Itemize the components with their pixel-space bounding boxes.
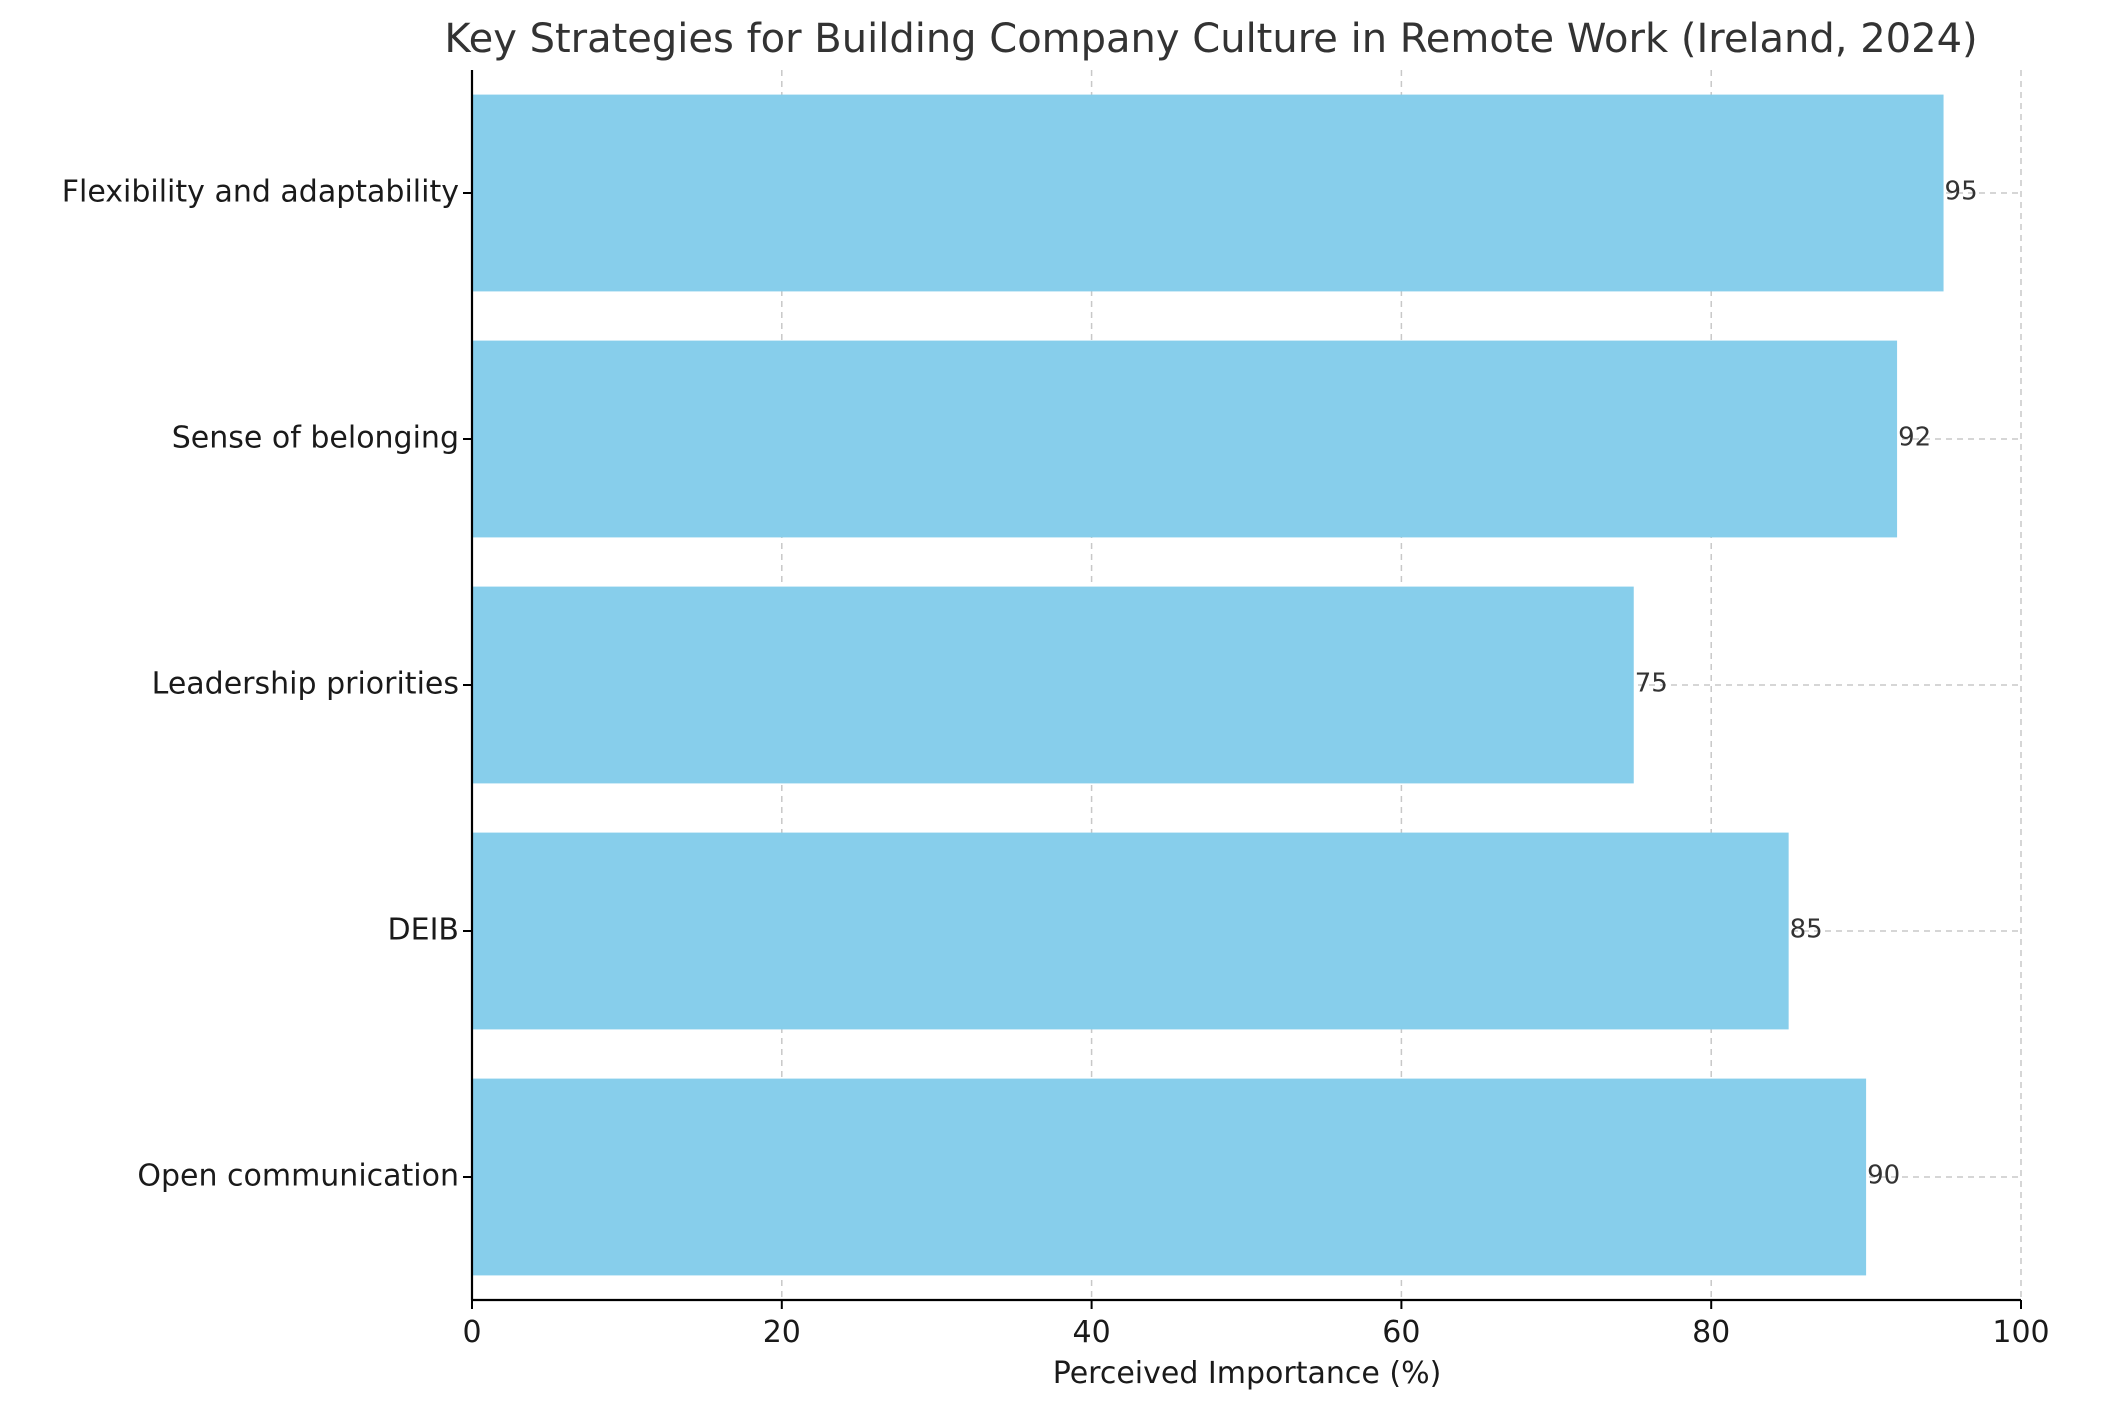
data-label-flexibility-and-adaptability: 95 <box>1945 177 1978 207</box>
y-tick-label: DEIB <box>388 913 459 948</box>
data-label-sense-of-belonging: 92 <box>1898 423 1931 453</box>
bar-open-communication <box>472 1078 1867 1276</box>
x-tick-label: 0 <box>462 1315 481 1350</box>
y-tick-label: Sense of belonging <box>172 421 459 456</box>
y-tick-label: Leadership priorities <box>152 667 459 702</box>
bar-sense-of-belonging <box>472 340 1898 538</box>
bars <box>472 94 1944 1276</box>
x-tick-label: 20 <box>763 1315 801 1350</box>
x-tick-label: 40 <box>1073 1315 1111 1350</box>
bar-flexibility-and-adaptability <box>472 94 1944 292</box>
data-label-leadership-priorities: 75 <box>1635 669 1668 699</box>
y-tick-label: Open communication <box>137 1159 459 1194</box>
x-tick-label: 60 <box>1382 1315 1420 1350</box>
x-axis-label: Perceived Importance (%) <box>1053 1356 1442 1391</box>
bar-deib <box>472 832 1789 1030</box>
x-tick-label: 80 <box>1692 1315 1730 1350</box>
data-labels: 90 85 75 92 95 <box>1635 177 1978 1191</box>
axes: 0 20 40 60 80 100 Open communication DEIB Leader… <box>62 70 2050 1350</box>
bar-leadership-priorities <box>472 586 1634 784</box>
data-label-deib: 85 <box>1790 915 1823 945</box>
y-tick-label: Flexibility and adaptability <box>62 175 459 210</box>
x-tick-label: 100 <box>1992 1315 2049 1350</box>
chart-title: Key Strategies for Building Company Cult… <box>444 16 1977 62</box>
data-label-open-communication: 90 <box>1867 1161 1900 1191</box>
